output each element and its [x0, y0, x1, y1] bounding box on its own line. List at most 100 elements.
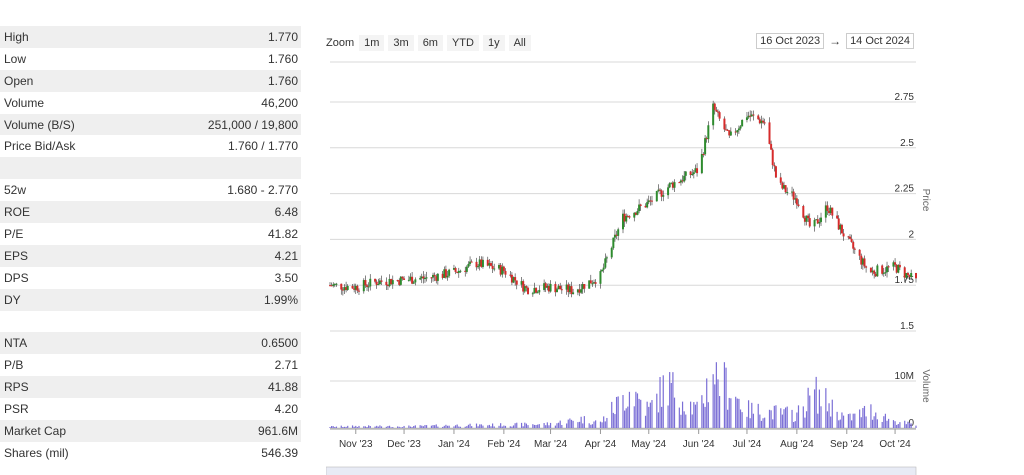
- volume-bar: [831, 399, 833, 428]
- volume-bar: [435, 424, 437, 428]
- stat-value: 0.6500: [261, 336, 298, 351]
- volume-bar: [456, 424, 458, 428]
- candle-body: [808, 218, 811, 227]
- volume-bar: [741, 412, 743, 428]
- candle-body: [489, 263, 492, 266]
- volume-bar: [852, 413, 854, 428]
- volume-bar: [662, 375, 664, 428]
- candle-body: [593, 282, 596, 284]
- candle-body: [510, 274, 513, 283]
- volume-bar: [717, 379, 719, 428]
- volume-bar: [815, 376, 817, 428]
- stat-value: 251,000 / 19,800: [207, 117, 298, 132]
- volume-bar: [672, 372, 674, 428]
- to-date-input[interactable]: 14 Oct 2024: [846, 33, 914, 49]
- volume-bar: [454, 425, 457, 428]
- volume-bar: [892, 420, 895, 428]
- candle-body: [531, 293, 534, 295]
- volume-bar: [820, 406, 822, 428]
- volume-bar: [863, 405, 866, 428]
- candle-body: [894, 262, 897, 265]
- candle-body: [515, 280, 518, 285]
- candle-body: [786, 192, 789, 194]
- volume-bar: [828, 403, 830, 428]
- candle-body: [411, 276, 414, 284]
- volume-bar: [430, 425, 433, 428]
- volume-bar: [329, 427, 331, 428]
- volume-bar: [366, 427, 368, 428]
- zoom-6m-button[interactable]: 6m: [417, 34, 443, 51]
- candle-body: [364, 280, 367, 286]
- candle-body: [829, 207, 832, 214]
- stat-value: 961.6M: [257, 423, 298, 438]
- volume-bar: [374, 426, 376, 428]
- volume-bar: [392, 427, 394, 428]
- volume-bar: [442, 426, 444, 428]
- volume-bar: [728, 397, 730, 428]
- candle-body: [527, 287, 530, 295]
- volume-bar: [345, 426, 347, 428]
- volume-bar: [712, 374, 714, 428]
- volume-bar: [908, 422, 911, 428]
- volume-bar: [793, 421, 795, 428]
- candle-body: [869, 267, 872, 273]
- volume-bar: [501, 426, 503, 428]
- candle-body: [644, 205, 647, 208]
- candle-body: [774, 166, 777, 178]
- candle-body: [625, 215, 628, 222]
- price-tick-label: 2.25: [895, 184, 915, 195]
- stat-value: 2.71: [274, 358, 298, 373]
- volume-bar: [847, 414, 849, 428]
- volume-bar: [398, 426, 400, 428]
- volume-bar: [738, 398, 740, 428]
- stat-row: RPS 41.88: [0, 376, 301, 399]
- volume-bar: [363, 426, 365, 428]
- stat-label: DY: [4, 292, 21, 307]
- volume-bar: [757, 403, 759, 428]
- candle-body: [737, 128, 740, 131]
- volume-bar: [480, 424, 482, 428]
- candle-body: [692, 172, 695, 175]
- volume-bar: [661, 406, 663, 428]
- volume-bar: [910, 423, 912, 428]
- candle-body: [729, 131, 732, 136]
- volume-bar: [905, 424, 907, 428]
- candle-body: [549, 283, 552, 292]
- candle-body: [884, 272, 887, 274]
- volume-bar: [669, 372, 671, 428]
- volume-bar: [797, 405, 800, 428]
- candle-body: [826, 205, 829, 211]
- volume-bar: [514, 423, 516, 428]
- volume-bar: [342, 426, 344, 428]
- candle-body: [668, 183, 671, 188]
- zoom-all-button[interactable]: All: [508, 34, 531, 51]
- zoom-3m-button[interactable]: 3m: [388, 34, 414, 51]
- zoom-ytd-button[interactable]: YTD: [446, 34, 479, 51]
- candle-body: [847, 236, 850, 238]
- candle-body: [555, 289, 558, 293]
- stat-label: NTA: [4, 336, 28, 351]
- candle-body: [831, 207, 834, 216]
- volume-bar: [813, 389, 816, 428]
- candle-body: [696, 168, 699, 174]
- candle-body: [481, 259, 484, 267]
- x-tick-label: Sep '24: [830, 439, 864, 450]
- volume-bar: [490, 426, 492, 428]
- volume-bar: [469, 423, 471, 428]
- volume-bar: [752, 413, 755, 428]
- volume-bar: [548, 425, 550, 428]
- price-tick-label: 1.5: [900, 321, 914, 332]
- stat-row: Shares (mil) 546.39: [0, 442, 301, 464]
- x-tick-label: Jan '24: [438, 439, 470, 450]
- zoom-1m-button[interactable]: 1m: [359, 34, 385, 51]
- stat-row: Price Bid/Ask 1.760 / 1.770: [0, 135, 301, 157]
- volume-bar: [567, 419, 569, 428]
- zoom-1y-button[interactable]: 1y: [482, 34, 505, 51]
- from-date-input[interactable]: 16 Oct 2023: [756, 33, 825, 49]
- candle-body: [762, 120, 765, 123]
- candle-body: [436, 273, 439, 281]
- volume-bar: [595, 420, 597, 428]
- candle-body: [448, 269, 451, 276]
- candle-body: [403, 278, 406, 280]
- volume-bar: [615, 396, 618, 428]
